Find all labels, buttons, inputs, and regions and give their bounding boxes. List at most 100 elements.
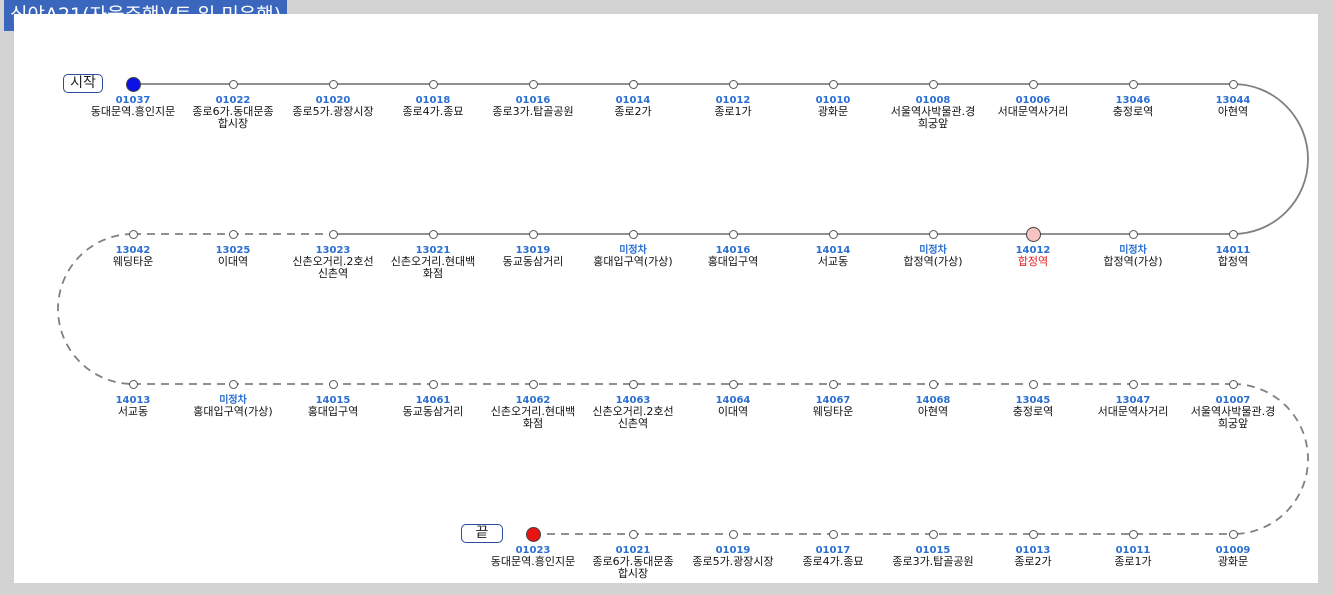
stop-name[interactable]: 종로5가.광장시장: [292, 105, 374, 118]
stop-name[interactable]: 홍대입구역(가상): [593, 255, 673, 268]
stop-name[interactable]: 합정역(가상): [903, 255, 963, 268]
stop-name[interactable]: 종로3가.탑골공원: [492, 105, 574, 118]
stop-node[interactable]: [1028, 379, 1038, 389]
stop-name[interactable]: 웨딩타운: [112, 255, 154, 268]
stop-node[interactable]: [928, 229, 938, 239]
stop-node[interactable]: [928, 79, 938, 89]
stop-node[interactable]: [328, 379, 338, 389]
stop-node[interactable]: [328, 229, 338, 239]
stop-name[interactable]: 신촌오거리.2호선신촌역: [592, 405, 674, 430]
stop-name[interactable]: 서대문역사거리: [997, 105, 1069, 118]
stop-name[interactable]: 종로6가.동대문종합시장: [592, 555, 674, 580]
stop-node[interactable]: [628, 379, 638, 389]
stop-name[interactable]: 웨딩타운: [812, 405, 854, 418]
stop-id: 13019: [515, 245, 551, 256]
stop-name[interactable]: 광화문: [1217, 555, 1249, 568]
stop-node[interactable]: [228, 379, 238, 389]
stop-node[interactable]: [128, 379, 138, 389]
stop-name[interactable]: 합정역: [1017, 255, 1049, 268]
stop-name[interactable]: 홍대입구역: [707, 255, 759, 268]
stop-node[interactable]: [528, 79, 538, 89]
stop-name[interactable]: 이대역: [217, 255, 249, 268]
stop-name[interactable]: 동대문역.흥인지문: [90, 105, 176, 118]
stop-id: 13046: [1115, 95, 1151, 106]
stop-node[interactable]: [1128, 529, 1138, 539]
stop-node[interactable]: [428, 229, 438, 239]
stop-name[interactable]: 홍대입구역: [307, 405, 359, 418]
stop-node[interactable]: [828, 529, 838, 539]
stop-node[interactable]: [628, 529, 638, 539]
stop-name[interactable]: 종로2가: [614, 105, 652, 118]
stop-node[interactable]: [1128, 379, 1138, 389]
stop-node[interactable]: [628, 229, 638, 239]
stop-node[interactable]: [728, 79, 738, 89]
start-tag: 시작: [63, 74, 103, 93]
stop-node[interactable]: [128, 229, 138, 239]
stop-name[interactable]: 신촌오거리.현대백화점: [390, 255, 476, 280]
stop-id: 14061: [415, 395, 451, 406]
stop-name[interactable]: 이대역: [717, 405, 749, 418]
stop-node[interactable]: [1228, 529, 1238, 539]
stop-node[interactable]: [528, 379, 538, 389]
stop-name[interactable]: 서울역사박물관.경희궁앞: [1190, 405, 1276, 430]
stop-name[interactable]: 동대문역.흥인지문: [490, 555, 576, 568]
stop-node[interactable]: [828, 79, 838, 89]
stop-name[interactable]: 서교동: [817, 255, 849, 268]
stop-node[interactable]: [828, 379, 838, 389]
stop-node[interactable]: [628, 79, 638, 89]
stop-node[interactable]: [228, 79, 238, 89]
stop-name[interactable]: 광화문: [817, 105, 849, 118]
stop-name[interactable]: 종로2가: [1014, 555, 1052, 568]
stop-node[interactable]: [1228, 79, 1238, 89]
stop-name[interactable]: 합정역(가상): [1103, 255, 1163, 268]
stop-name[interactable]: 종로4가.종묘: [402, 105, 464, 118]
stop-name[interactable]: 종로5가.광장시장: [692, 555, 774, 568]
stop-node[interactable]: [728, 379, 738, 389]
stop-name[interactable]: 종로1가: [1114, 555, 1152, 568]
stop-id: 미정차: [219, 395, 247, 406]
stop-node[interactable]: [828, 229, 838, 239]
stop-id: 미정차: [919, 245, 947, 256]
stop-name[interactable]: 아현역: [1217, 105, 1249, 118]
stop-name[interactable]: 종로3가.탑골공원: [892, 555, 974, 568]
stop-name[interactable]: 신촌오거리.2호선신촌역: [292, 255, 374, 280]
stop-name[interactable]: 홍대입구역(가상): [193, 405, 273, 418]
stop-name[interactable]: 서교동: [117, 405, 149, 418]
stop-id: 01037: [115, 95, 151, 106]
stop-node[interactable]: [528, 229, 538, 239]
stop-node[interactable]: [428, 379, 438, 389]
stop-id: 01012: [715, 95, 751, 106]
start-stop-node[interactable]: [125, 76, 141, 92]
stop-name[interactable]: 서대문역사거리: [1097, 405, 1169, 418]
stop-name[interactable]: 충정로역: [1012, 405, 1054, 418]
stop-node[interactable]: [328, 79, 338, 89]
stop-id: 14016: [715, 245, 751, 256]
stop-node[interactable]: [1128, 229, 1138, 239]
stop-id: 미정차: [619, 245, 647, 256]
stop-node[interactable]: [1228, 229, 1238, 239]
stop-name[interactable]: 신촌오거리.현대백화점: [490, 405, 576, 430]
stop-name[interactable]: 동교동삼거리: [502, 255, 564, 268]
highlight-stop-node[interactable]: [1025, 226, 1041, 242]
stop-name[interactable]: 충정로역: [1112, 105, 1154, 118]
stop-node[interactable]: [1228, 379, 1238, 389]
stop-node[interactable]: [728, 229, 738, 239]
stop-node[interactable]: [1028, 529, 1038, 539]
stop-node[interactable]: [1128, 79, 1138, 89]
stop-name[interactable]: 종로6가.동대문종합시장: [192, 105, 274, 130]
stop-node[interactable]: [928, 379, 938, 389]
stop-name[interactable]: 합정역: [1217, 255, 1249, 268]
stop-name[interactable]: 종로1가: [714, 105, 752, 118]
end-stop-node[interactable]: [525, 526, 541, 542]
stop-name[interactable]: 아현역: [917, 405, 949, 418]
stop-id: 01007: [1215, 395, 1251, 406]
stop-node[interactable]: [928, 529, 938, 539]
stop-name[interactable]: 서울역사박물관.경희궁앞: [890, 105, 976, 130]
stop-node[interactable]: [1028, 79, 1038, 89]
stop-name[interactable]: 종로4가.종묘: [802, 555, 864, 568]
stop-name[interactable]: 동교동삼거리: [402, 405, 464, 418]
stop-id: 13023: [315, 245, 351, 256]
stop-node[interactable]: [428, 79, 438, 89]
stop-node[interactable]: [228, 229, 238, 239]
stop-node[interactable]: [728, 529, 738, 539]
